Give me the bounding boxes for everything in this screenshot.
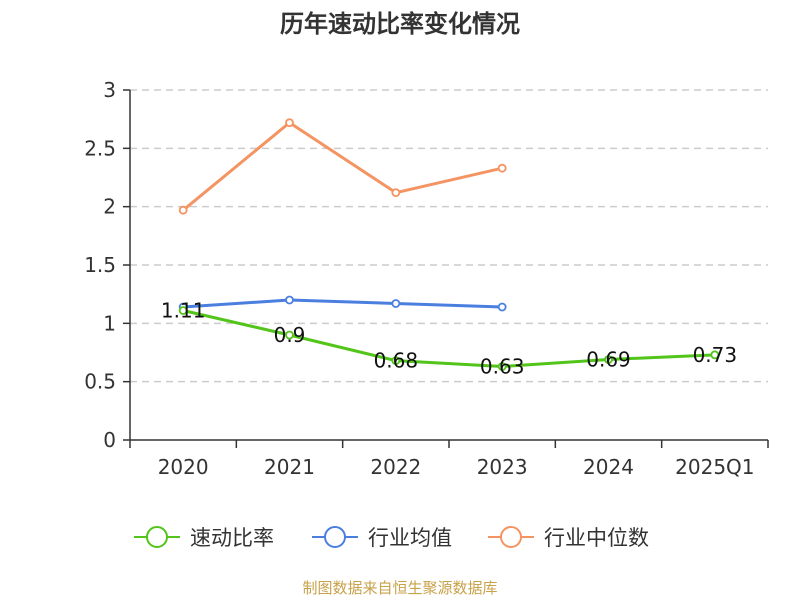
gridlines	[130, 89, 768, 383]
source-note: 制图数据来自恒生聚源数据库	[302, 579, 498, 597]
axes: 0 0.5 1 1.5 2 2.5 3 2020 2021 2022 2023 2024 2025Q1	[84, 78, 769, 479]
data-point	[285, 330, 294, 340]
series-2	[178, 118, 507, 215]
series-line	[182, 121, 503, 212]
x-tick-label: 2025Q1	[675, 455, 754, 479]
data-point	[710, 350, 720, 360]
data-label: 0.63	[480, 355, 525, 379]
series-line	[183, 298, 503, 309]
x-tick-label: 2021	[264, 455, 315, 479]
y-tick-label: 0	[103, 428, 116, 452]
y-tick-label: 2.5	[84, 136, 116, 160]
legend-label: 行业均值	[368, 526, 452, 550]
y-tick-label: 1	[103, 311, 116, 335]
y-tick-label: 0.5	[84, 370, 116, 394]
legend-label: 速动比率	[190, 526, 274, 550]
data-point	[497, 362, 507, 371]
legend-label: 行业中位数	[544, 526, 649, 550]
data-label: 0.69	[586, 348, 631, 372]
data-label: 0.68	[374, 349, 419, 373]
data-point	[497, 163, 507, 173]
data-point	[391, 188, 401, 198]
data-point	[285, 295, 294, 305]
series-0	[178, 306, 720, 371]
x-tick-label: 2020	[158, 455, 209, 479]
legend-marker	[324, 526, 346, 548]
series-1	[178, 295, 507, 312]
legend: 速动比率 行业均值 行业中位数	[134, 526, 649, 550]
data-label: 0.9	[274, 323, 306, 347]
data-point	[178, 205, 188, 215]
x-tick-label: 2024	[583, 455, 634, 479]
y-tick-label: 1.5	[84, 253, 116, 277]
data-labels: 1.11 0.9 0.68 0.63 0.69 0.73	[161, 299, 737, 379]
data-point	[178, 306, 188, 315]
x-tick-label: 2023	[477, 455, 528, 479]
data-point	[391, 356, 401, 366]
series-line	[182, 309, 715, 368]
y-tick-label: 3	[103, 78, 116, 102]
legend-marker	[500, 526, 522, 548]
data-label: 1.11	[161, 299, 206, 323]
series-group	[178, 118, 720, 371]
data-label: 0.73	[693, 343, 738, 367]
data-point	[604, 355, 613, 364]
legend-marker	[146, 526, 168, 548]
data-point	[285, 118, 294, 128]
chart-title: 历年速动比率变化情况	[280, 10, 520, 38]
data-point	[497, 302, 507, 312]
data-point	[391, 299, 401, 308]
y-tick-label: 2	[103, 195, 116, 219]
x-tick-label: 2022	[370, 455, 421, 479]
